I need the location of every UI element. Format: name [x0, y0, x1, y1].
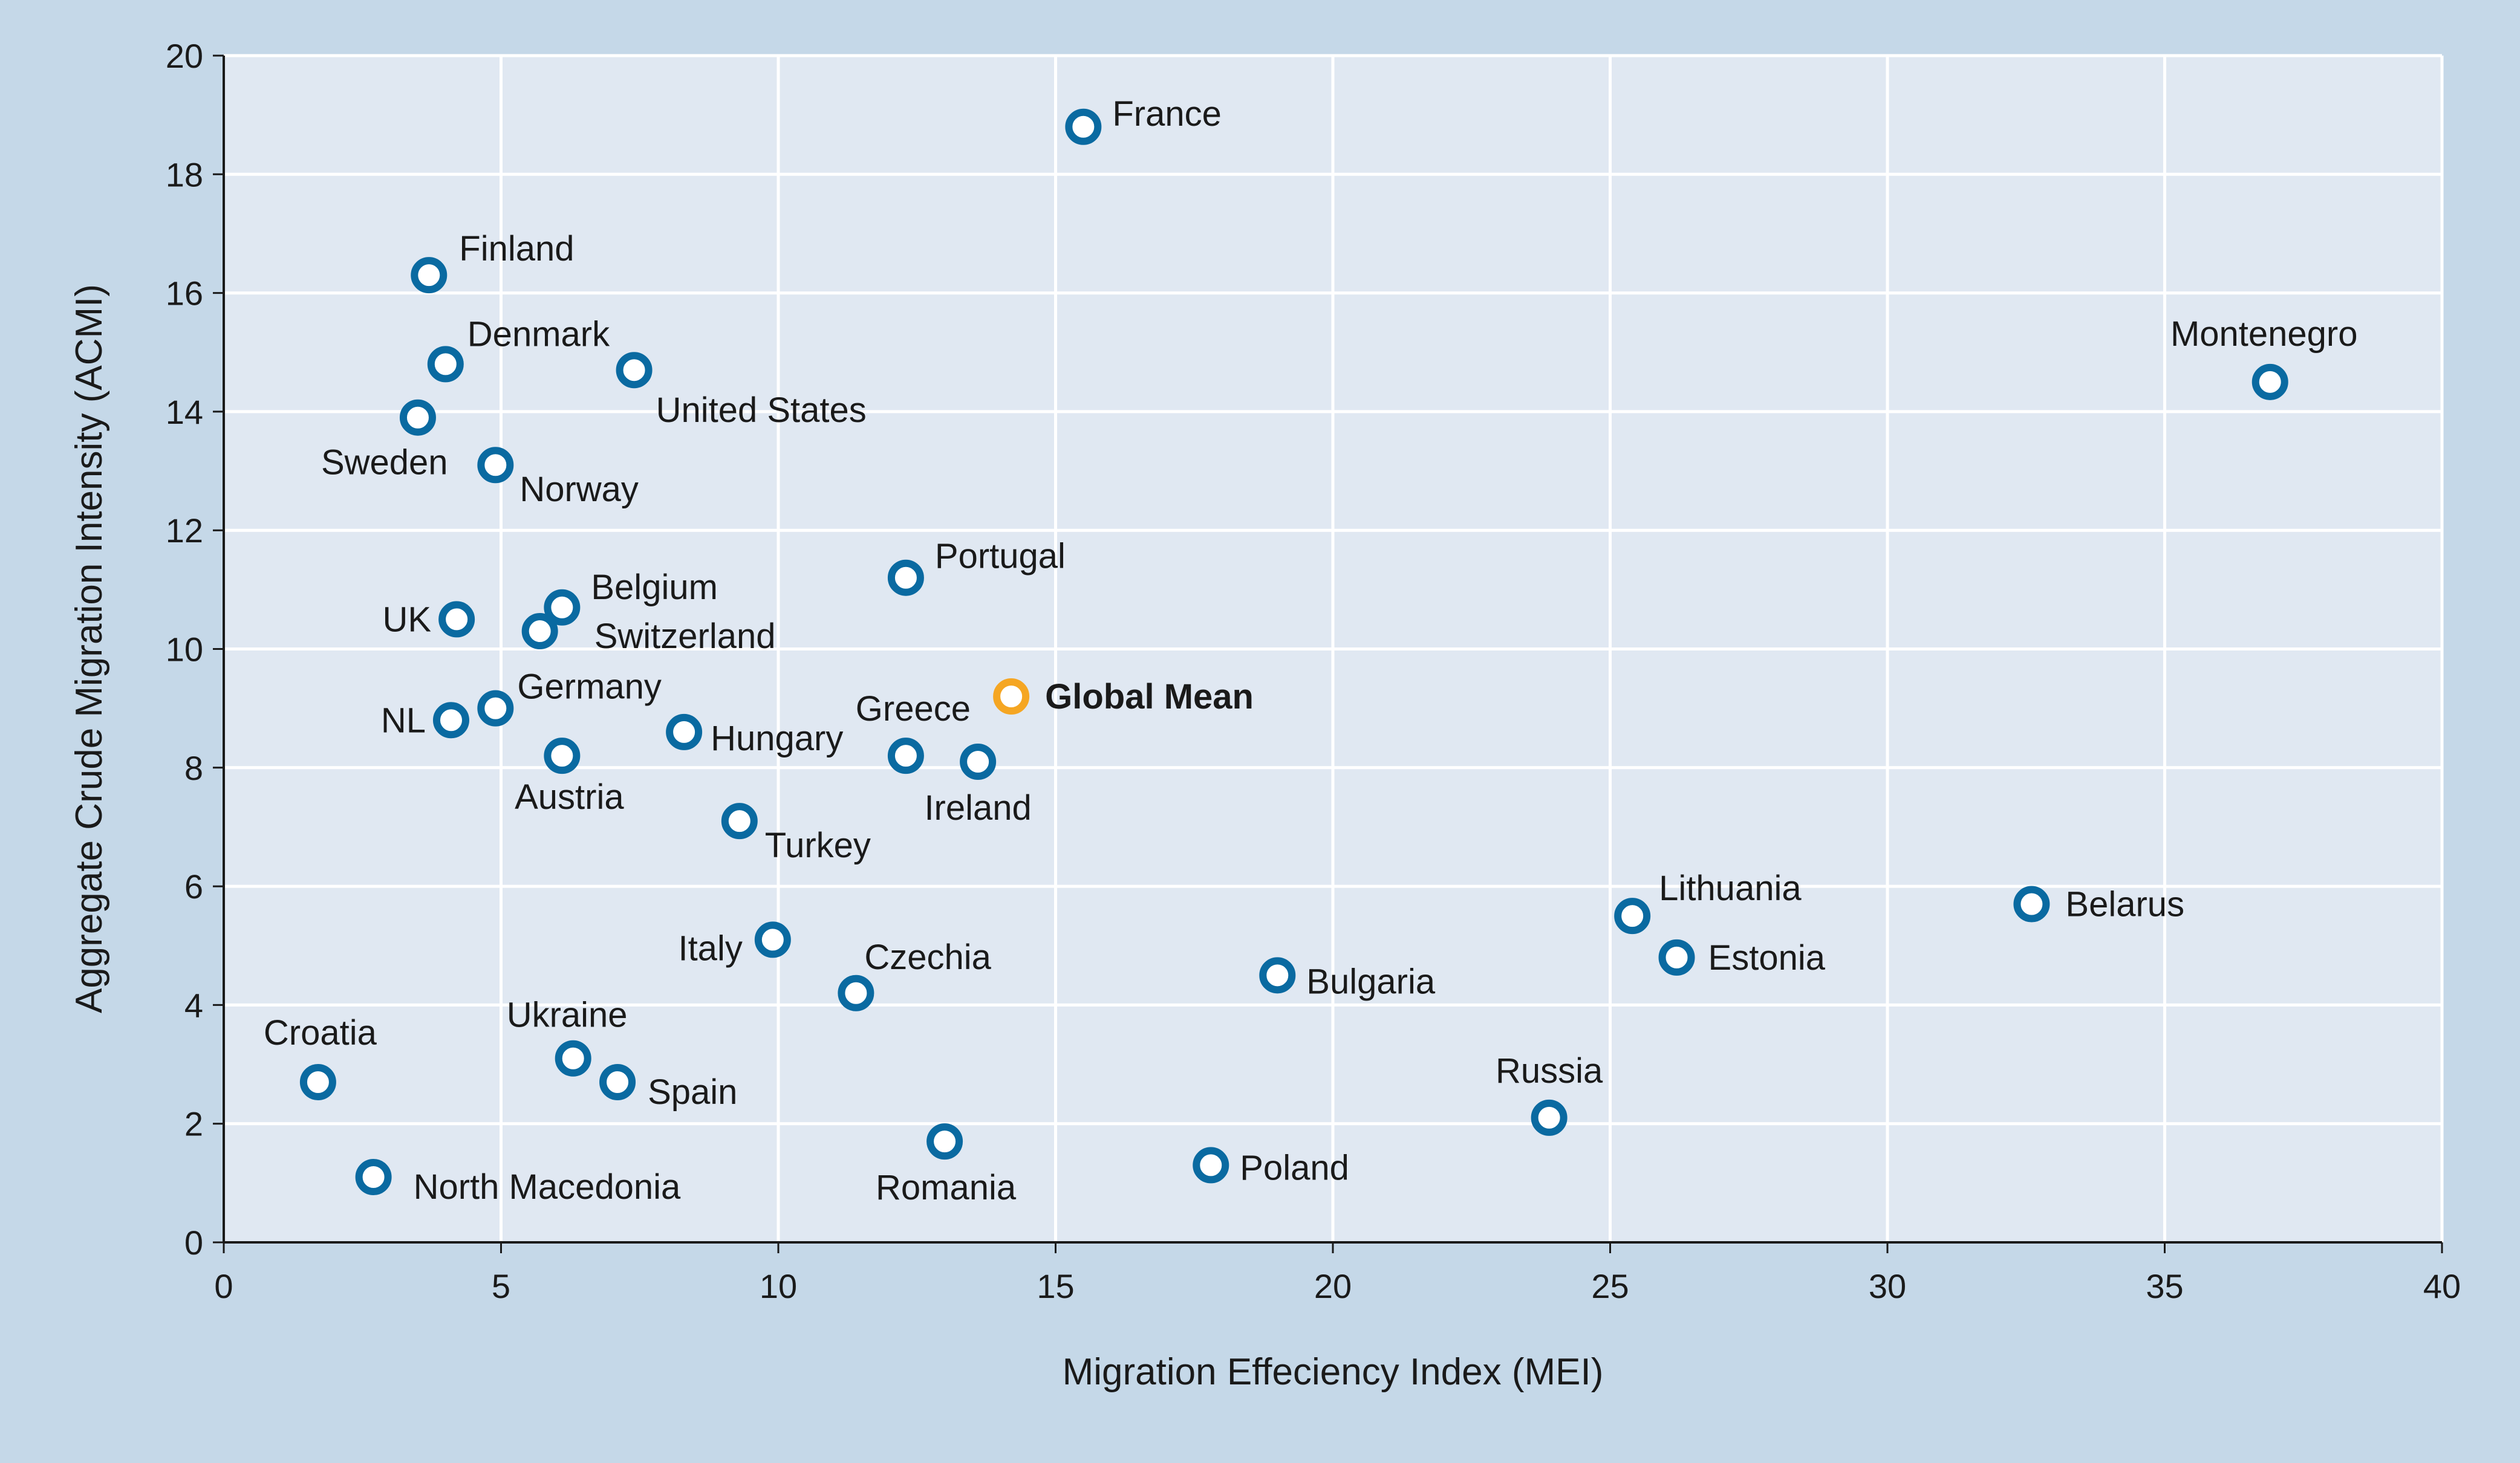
label-hungary: Hungary	[711, 719, 843, 758]
label-uk: UK	[383, 600, 432, 639]
label-montenegro: Montenegro	[2170, 314, 2358, 354]
point-czechia	[838, 975, 874, 1011]
point-poland	[1193, 1147, 1229, 1184]
point-hungary	[666, 713, 703, 750]
y-axis-title: Aggregate Crude Migration Intensity (ACM…	[68, 284, 110, 1013]
label-lithuania: Lithuania	[1659, 869, 1802, 908]
label-belgium: Belgium	[591, 568, 718, 607]
point-denmark	[427, 346, 464, 383]
point-croatia	[299, 1063, 336, 1100]
label-croatia: Croatia	[264, 1013, 377, 1053]
point-portugal	[887, 559, 924, 596]
point-finland	[411, 257, 448, 294]
x-tick-label: 30	[1869, 1267, 1906, 1305]
label-russia: Russia	[1496, 1051, 1603, 1091]
point-montenegro	[2251, 363, 2288, 400]
x-tick-label: 10	[760, 1267, 797, 1305]
point-greece	[887, 738, 924, 774]
point-ukraine	[555, 1040, 591, 1077]
label-north-macedonia: North Macedonia	[414, 1167, 681, 1207]
label-bulgaria: Bulgaria	[1306, 962, 1436, 1001]
point-france	[1065, 108, 1102, 145]
x-tick-label: 35	[2146, 1267, 2183, 1305]
label-finland: Finland	[459, 229, 574, 268]
label-denmark: Denmark	[467, 314, 610, 354]
point-germany	[477, 690, 514, 727]
point-romania	[926, 1123, 963, 1160]
label-austria: Austria	[515, 777, 624, 817]
label-italy: Italy	[678, 929, 742, 968]
point-turkey	[721, 803, 758, 840]
label-norway: Norway	[519, 470, 639, 509]
point-spain	[599, 1063, 636, 1100]
axes	[213, 54, 2443, 1253]
tick-labels: 0 5 10 15 20 25 30 35 40 0 2 4 6 8 10 12 14 16 18 20	[166, 37, 2461, 1305]
data-points	[299, 108, 2288, 1196]
point-north-macedonia	[355, 1159, 392, 1196]
point-lithuania	[1614, 898, 1651, 935]
label-global-mean: Global Mean	[1045, 677, 1254, 716]
point-bulgaria	[1259, 957, 1296, 994]
label-portugal: Portugal	[935, 537, 1066, 576]
label-switzerland: Switzerland	[594, 617, 776, 656]
point-italy	[754, 921, 791, 958]
x-axis-title: Migration Effeciency Index (MEI)	[1063, 1351, 1604, 1393]
x-tick-label: 40	[2423, 1267, 2461, 1305]
y-tick-label: 16	[166, 274, 203, 313]
label-poland: Poland	[1240, 1148, 1349, 1187]
y-tick-label: 6	[184, 868, 203, 906]
y-tick-label: 18	[166, 155, 203, 193]
y-tick-label: 12	[166, 511, 203, 550]
y-tick-label: 20	[166, 37, 203, 75]
y-tick-label: 10	[166, 631, 203, 669]
label-greece: Greece	[856, 689, 971, 728]
x-tick-label: 5	[492, 1267, 510, 1305]
point-austria	[544, 738, 581, 774]
point-sweden	[399, 399, 436, 436]
y-tick-label: 2	[184, 1105, 203, 1143]
point-uk	[438, 601, 475, 638]
x-tick-label: 15	[1037, 1267, 1074, 1305]
y-tick-label: 8	[184, 749, 203, 787]
label-france: France	[1112, 94, 1222, 134]
label-belarus: Belarus	[2065, 885, 2184, 924]
x-tick-label: 0	[214, 1267, 233, 1305]
label-nl: NL	[381, 701, 426, 740]
label-germany: Germany	[517, 667, 662, 707]
point-ireland	[960, 743, 997, 780]
point-united-states	[616, 352, 653, 389]
x-tick-label: 20	[1314, 1267, 1352, 1305]
y-tick-label: 14	[166, 393, 203, 431]
point-labels: France Finland Denmark United States Montene…	[264, 94, 2358, 1207]
label-czechia: Czechia	[864, 938, 991, 977]
label-united-states: United States	[656, 391, 867, 430]
point-global-mean	[993, 678, 1030, 715]
grid-lines	[224, 54, 2444, 1242]
label-romania: Romania	[876, 1168, 1017, 1207]
point-nl	[432, 702, 469, 739]
point-russia	[1531, 1099, 1568, 1136]
label-turkey: Turkey	[765, 826, 871, 865]
point-switzerland	[521, 613, 558, 650]
label-ukraine: Ukraine	[507, 996, 628, 1035]
y-tick-label: 4	[184, 986, 203, 1024]
label-ireland: Ireland	[924, 788, 1031, 828]
point-estonia	[1658, 939, 1695, 976]
label-estonia: Estonia	[1708, 938, 1826, 978]
point-belgium	[544, 589, 581, 626]
point-norway	[477, 447, 514, 484]
label-sweden: Sweden	[321, 443, 448, 482]
point-belarus	[2013, 886, 2050, 923]
y-tick-label: 0	[184, 1224, 203, 1262]
x-tick-label: 25	[1591, 1267, 1629, 1305]
label-spain: Spain	[648, 1072, 737, 1112]
